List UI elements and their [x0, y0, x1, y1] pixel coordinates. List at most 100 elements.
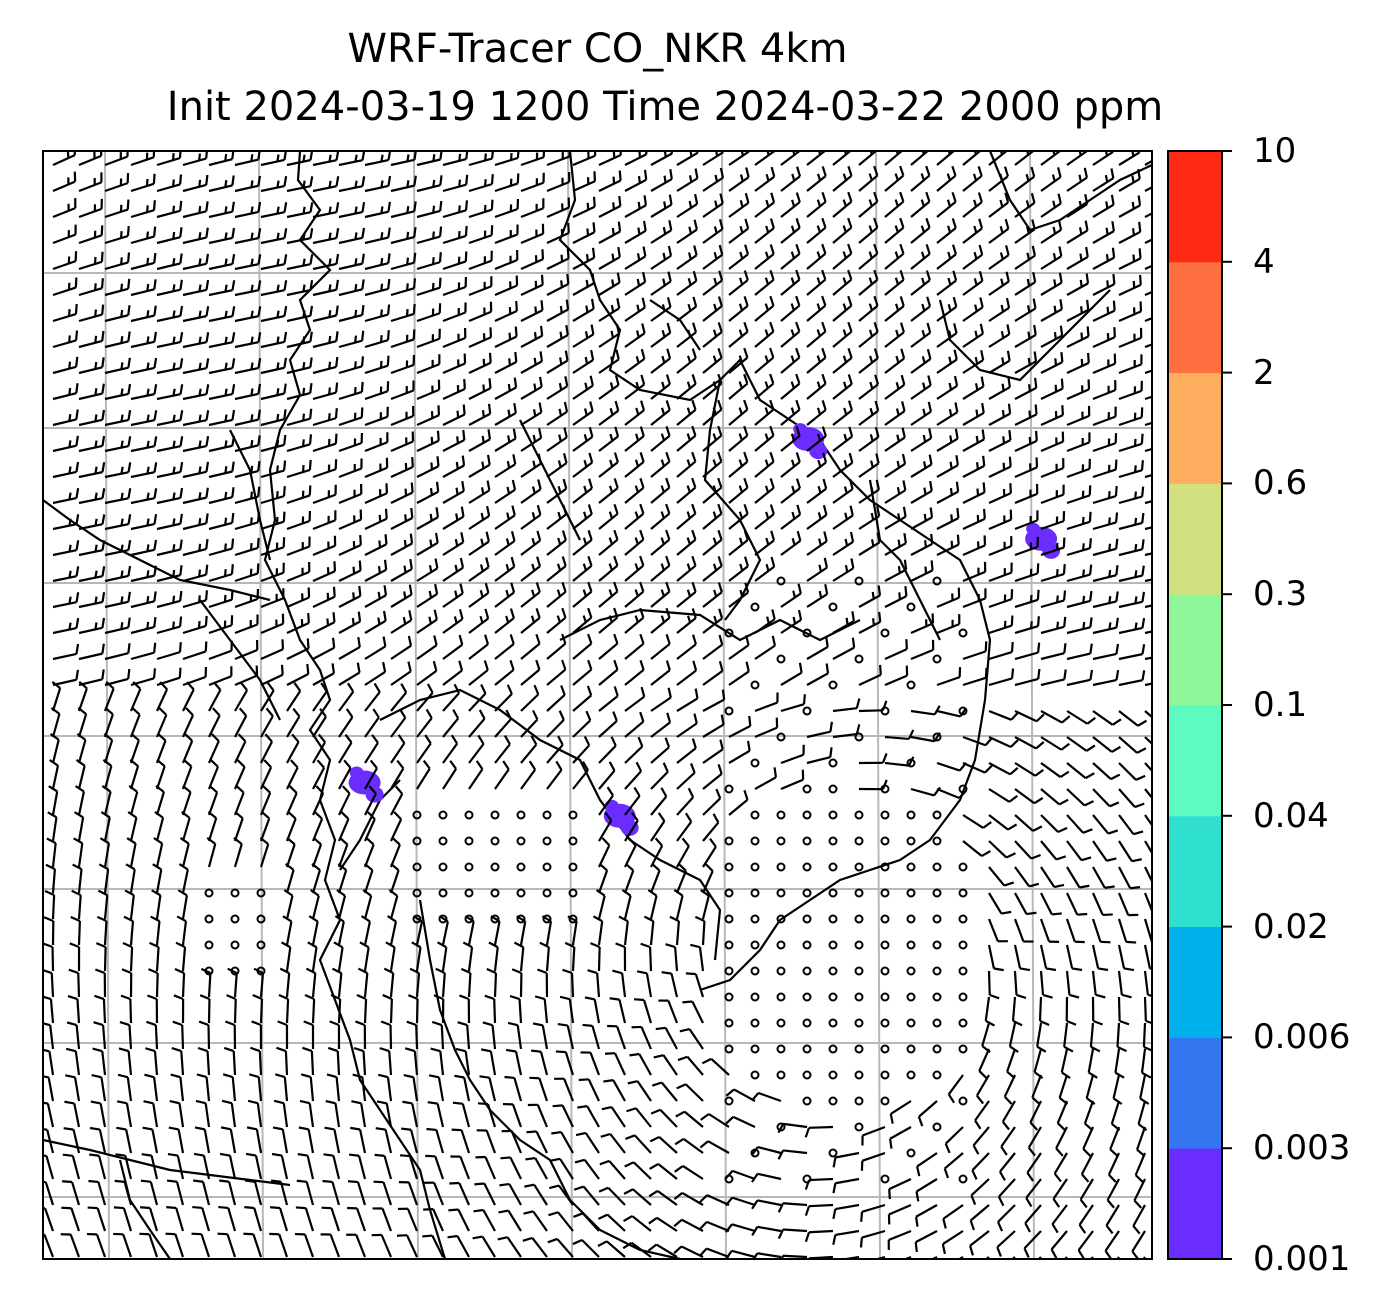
wind-barb	[598, 170, 622, 192]
wind-barb	[546, 350, 569, 374]
wind-barb	[962, 270, 984, 296]
wind-barb	[650, 348, 672, 374]
wind-barb	[234, 332, 262, 349]
wind-barb	[962, 297, 984, 322]
wind-barb	[676, 451, 697, 478]
wind-barb	[858, 426, 880, 452]
wind-barb	[806, 321, 827, 348]
wind-barb	[520, 172, 545, 193]
wind-barb	[286, 254, 314, 271]
wind-barb	[572, 375, 594, 400]
wind-barb	[156, 436, 184, 453]
wind-barb	[156, 253, 183, 271]
wind-barb	[520, 402, 543, 426]
wind-barb	[468, 378, 492, 400]
wind-barb	[494, 300, 518, 323]
wind-barb	[390, 431, 415, 453]
wind-barb	[78, 198, 103, 219]
wind-barb	[234, 175, 262, 193]
wind-barb	[442, 200, 469, 219]
wind-barb	[1040, 431, 1065, 453]
wind-barb	[364, 201, 392, 219]
wind-barb	[364, 278, 391, 297]
wind-barb	[546, 248, 570, 270]
wind-barb	[988, 166, 1009, 192]
wind-barb	[1014, 404, 1038, 426]
wind-barb	[676, 374, 697, 400]
wind-barb	[754, 451, 775, 478]
wind-barb	[104, 199, 130, 219]
wind-barb	[598, 195, 622, 218]
wind-barb	[286, 176, 314, 193]
colorbar-tick-label: 0.001	[1253, 1239, 1351, 1279]
wind-barb	[52, 383, 79, 401]
wind-barb	[936, 191, 957, 218]
wind-barb	[1040, 272, 1063, 296]
wind-barb	[260, 176, 288, 193]
coastline-7	[43, 1138, 291, 1187]
wind-barb	[650, 374, 671, 400]
wind-barb	[962, 350, 985, 374]
wind-barb	[364, 457, 389, 479]
wind-barb	[52, 461, 80, 479]
chart-title: WRF-Tracer CO_NKR 4km	[347, 26, 848, 72]
wind-barb	[156, 305, 184, 323]
wind-barb	[1066, 379, 1091, 401]
wind-barb	[260, 486, 286, 505]
wind-barb	[494, 250, 519, 271]
coastline-4	[379, 688, 722, 961]
wind-barb	[624, 400, 646, 426]
wind-barb	[312, 228, 340, 245]
wind-barb	[546, 324, 569, 348]
wind-barb	[546, 427, 568, 452]
wind-barb	[728, 321, 749, 348]
wind-barb	[130, 252, 157, 271]
wind-barb	[702, 399, 723, 426]
wind-barb	[598, 426, 620, 452]
wind-barb	[676, 425, 697, 452]
wind-barb	[338, 407, 364, 427]
wind-barb	[728, 167, 750, 192]
wind-barb	[1144, 159, 1152, 166]
wind-barb	[78, 172, 103, 193]
wind-barb	[702, 151, 725, 166]
wind-barb	[884, 243, 905, 270]
wind-barb	[936, 218, 957, 244]
wind-barb	[780, 1254, 808, 1259]
wind-barb	[832, 374, 853, 400]
wind-barb	[962, 244, 984, 270]
wind-barb	[650, 271, 672, 296]
wind-barb	[78, 278, 104, 297]
wind-barb	[468, 429, 492, 452]
wind-barb	[650, 451, 671, 478]
wind-barb	[52, 303, 78, 323]
wind-barb	[728, 451, 749, 478]
wind-barb	[1014, 351, 1038, 374]
wind-barb	[1144, 212, 1152, 218]
wind-barb	[754, 218, 775, 244]
wind-barb	[182, 306, 210, 323]
wind-barb	[1040, 458, 1065, 479]
wind-barb	[1040, 405, 1064, 427]
wind-barb	[806, 452, 828, 478]
wind-barb	[52, 330, 79, 349]
wind-barb	[338, 330, 365, 349]
wind-barb	[858, 269, 879, 296]
wind-barb	[312, 356, 339, 375]
wind-barb	[936, 244, 957, 270]
wind-barb	[442, 225, 468, 245]
wind-barb	[78, 151, 103, 167]
wind-barb	[676, 399, 697, 426]
wind-barb	[286, 202, 314, 219]
wind-barb	[234, 383, 262, 401]
wind-barb	[182, 461, 210, 479]
wind-barb	[338, 201, 366, 219]
wind-barb	[598, 400, 620, 426]
wind-barb	[234, 254, 262, 271]
wind-barb	[442, 353, 467, 375]
wind-barb	[208, 280, 236, 297]
wind-barb	[936, 428, 959, 452]
wind-barb	[468, 276, 493, 297]
wind-barb	[338, 227, 366, 245]
wind-barb	[1092, 221, 1115, 244]
